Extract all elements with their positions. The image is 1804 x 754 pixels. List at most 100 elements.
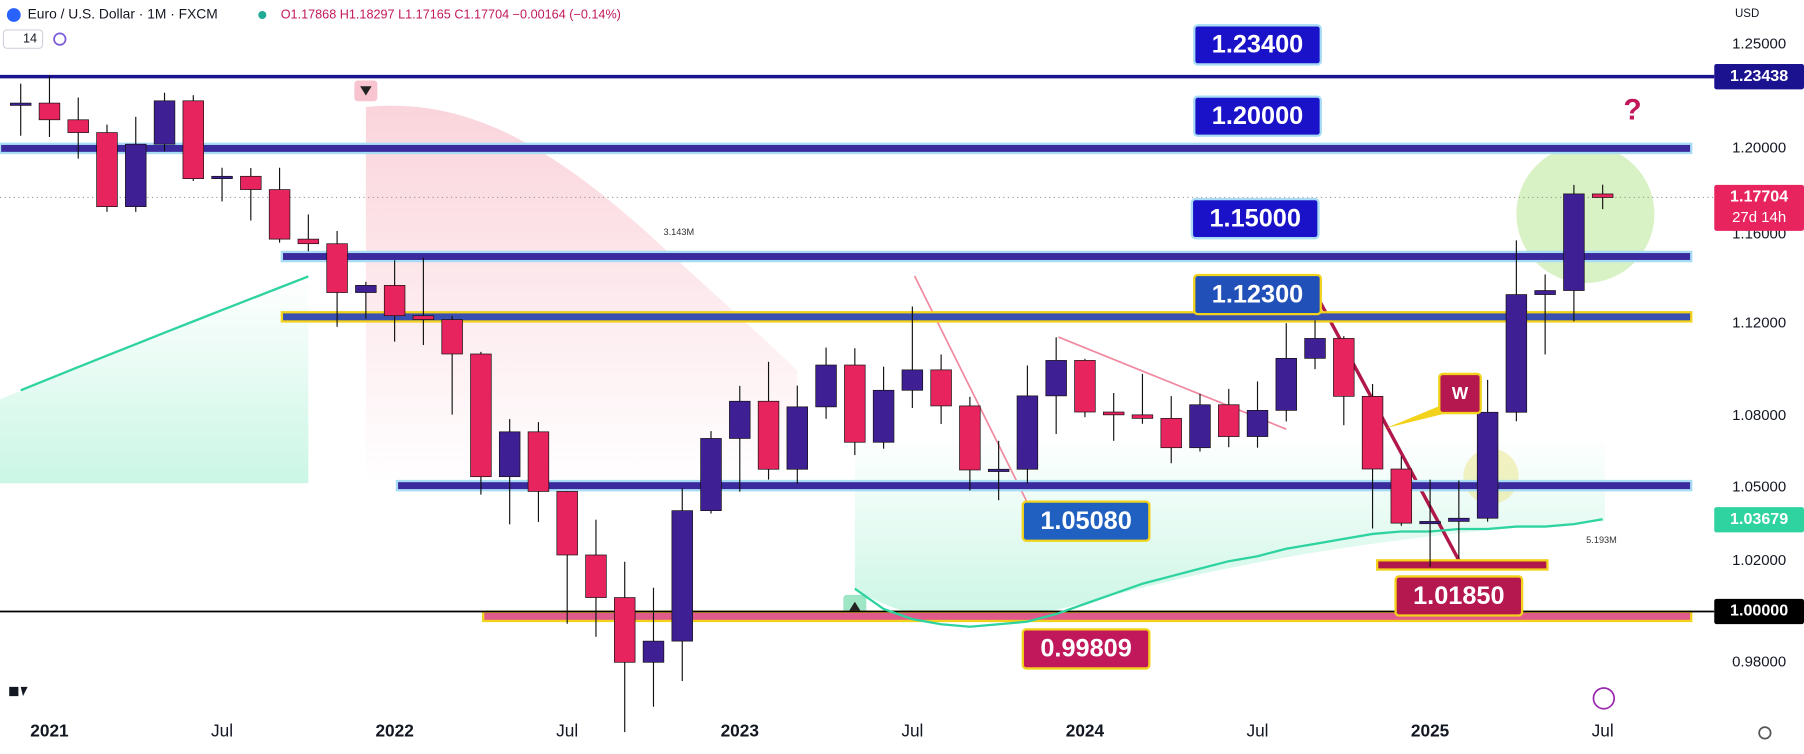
y-tick-label: 1.02000 [1732,552,1786,569]
callout-pointer [1386,402,1452,428]
level-box [1021,628,1151,670]
marker-icon [849,601,861,611]
candle-body [987,468,1010,472]
y-tick-label: 1.08000 [1732,407,1786,424]
level-label: 1.20000 [1212,102,1303,130]
candle-body [355,285,377,293]
x-tick-label: 2023 [721,720,759,740]
alert-icon [1592,687,1616,710]
level-band [280,250,1693,263]
candle-body [1505,294,1528,413]
indicator[interactable]: 14 [23,31,37,45]
candle-body [1102,411,1125,416]
candle-body [182,100,204,179]
y-tick-label: 0.98000 [1732,654,1786,671]
candle-body [441,319,463,355]
candle-body [1304,338,1326,359]
candle-body [211,175,233,179]
candle-body [1476,411,1499,519]
level-label: 1.05080 [1040,507,1131,535]
candle-body [844,364,866,443]
price-badge [1714,184,1804,231]
level-box [1193,95,1322,137]
candle-body [1131,414,1154,419]
profile-shade [0,276,309,484]
candle-body [642,640,665,663]
callout-box [1438,372,1482,415]
candle-body [1390,468,1413,524]
annotation: ? [1623,94,1641,127]
logo [9,686,28,697]
candle-body [38,102,61,121]
candle-body [757,400,780,470]
candle-body [240,175,262,190]
candle-body [1045,360,1067,397]
candle-body [1563,193,1585,291]
level-band [395,479,1693,492]
y-tick-label: 1.05000 [1732,479,1786,496]
candle-body [297,238,320,245]
x-tick-label: Jul [901,720,923,740]
candle-body [1016,395,1039,470]
level-band [280,311,1693,323]
candle-body [1218,404,1240,437]
candle-body [1419,521,1441,525]
candle-body [729,400,751,439]
x-tick-label: 2024 [1066,720,1105,740]
currency[interactable]: USD [1735,8,1759,20]
candle-body [125,143,147,207]
x-tick-label: 2021 [30,720,69,740]
price-badge [1714,64,1804,90]
candle-body [786,406,809,470]
symbol-icon [6,8,21,22]
price-badge [1714,507,1804,533]
level-band [1376,559,1549,571]
candle-body [498,431,521,478]
candle-body [815,364,837,408]
candle-body [930,369,952,407]
candle-body [872,389,895,443]
annotation: W [1452,383,1469,403]
ohlc: O1.17868 H1.18297 L1.17165 C1.17704 −0.0… [281,7,621,21]
candle-body [153,100,176,145]
marker-icon [360,86,372,96]
candle-body [470,353,492,478]
level-box [1193,24,1322,66]
candle-body [1534,290,1556,295]
candle-body [383,285,406,317]
candle-body [1591,193,1614,198]
level-label: 1.15000 [1209,204,1300,232]
level-box [1394,575,1524,617]
candle-body [326,243,348,293]
candle-body [67,119,89,133]
level-band [0,142,1693,155]
countdown: 27d 14h [1732,209,1786,226]
candle-body [268,189,291,240]
x-tick-label: 2025 [1411,720,1450,740]
refresh-icon[interactable] [53,32,67,46]
candle-body [700,438,722,511]
indicator-box[interactable] [2,29,44,49]
candle-body [585,554,607,598]
level-label: 0.99809 [1040,635,1131,663]
price-badge-label: 1.03679 [1730,510,1788,528]
candle-body [1333,338,1355,397]
candle-body [1189,404,1211,449]
x-tick-label: 2022 [375,720,413,740]
y-tick-label: 1.20000 [1732,139,1786,156]
price-badge [1714,598,1804,625]
highlight-circle [1516,144,1655,284]
x-tick-label: Jul [1246,720,1268,740]
level-box [1193,273,1322,316]
x-tick-label: Jul [1592,720,1614,740]
level-label: 1.23400 [1212,31,1303,59]
candle-body [959,405,981,471]
level-label: 1.12300 [1212,280,1303,308]
candle-body [10,102,32,106]
x-tick-label: Jul [556,720,578,740]
annotation: 5.193M [1586,535,1617,545]
candle-body [1074,360,1096,413]
price-badge-label: 1.23438 [1730,67,1788,85]
candle-body [671,510,693,642]
